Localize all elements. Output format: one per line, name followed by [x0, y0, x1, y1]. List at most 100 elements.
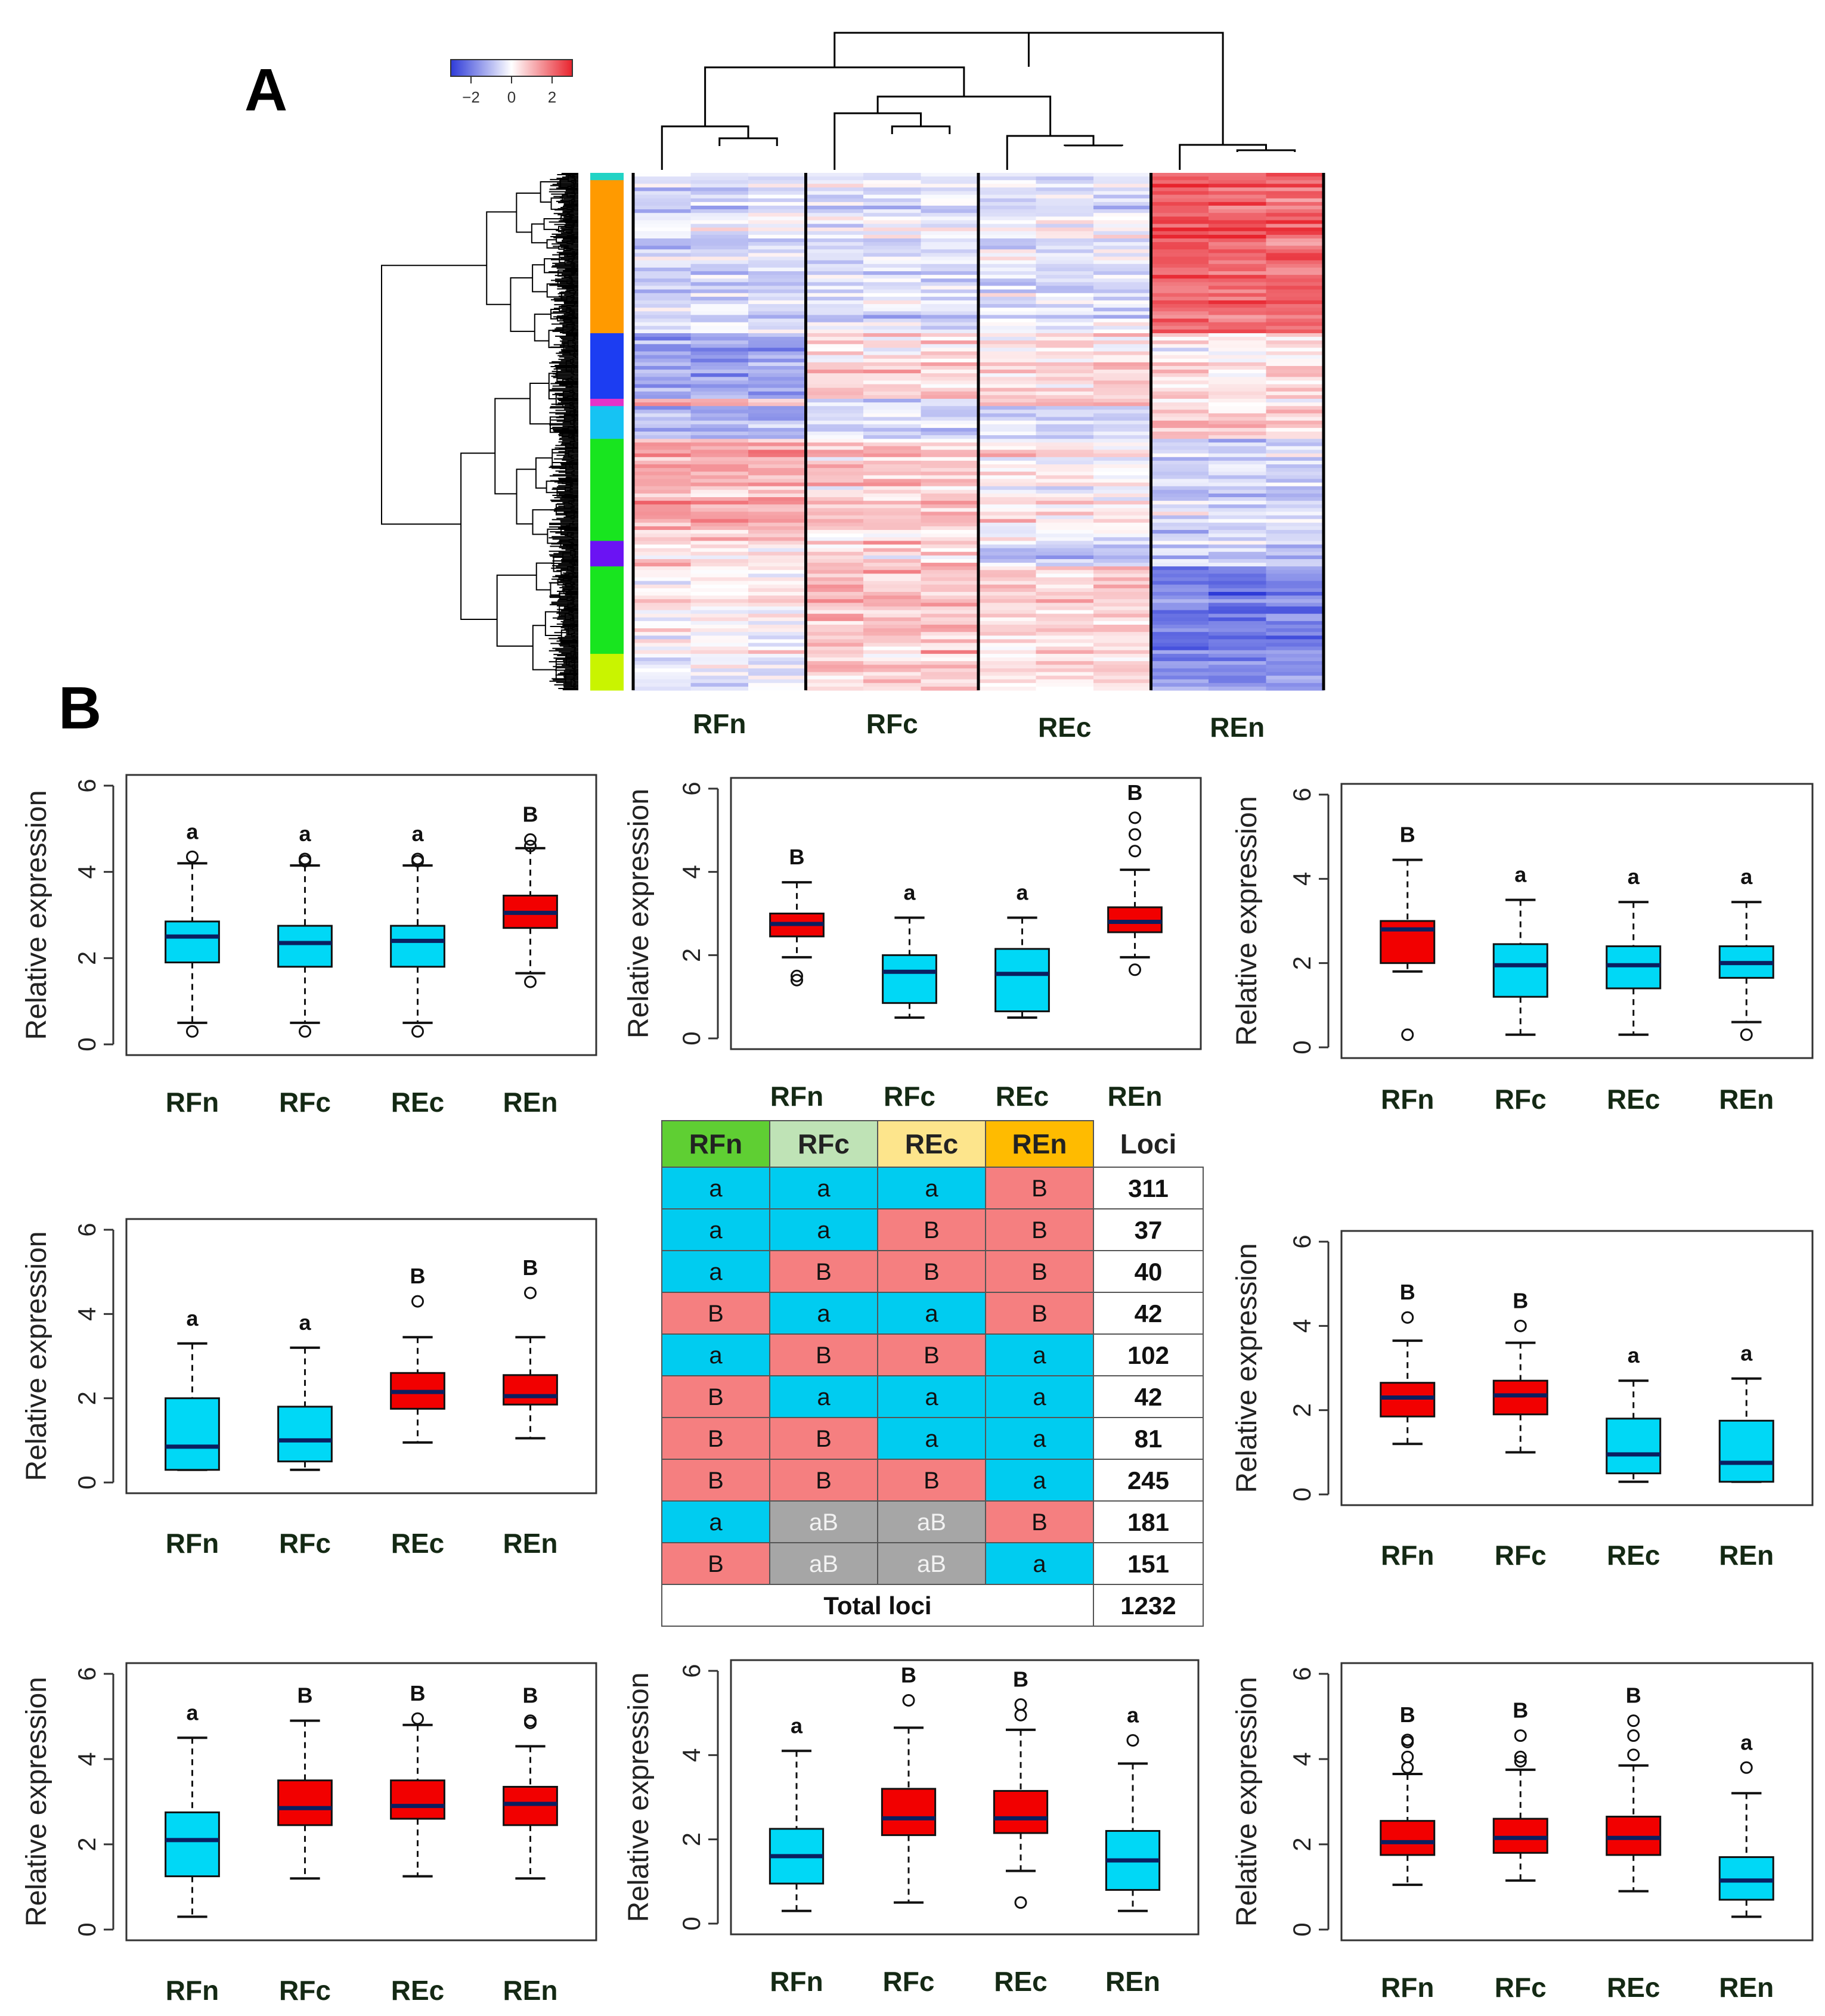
heatmap-cell [978, 296, 1037, 301]
heatmap-cell [1036, 351, 1094, 356]
heatmap-cell [633, 267, 692, 272]
heatmap-cell [748, 489, 807, 494]
heatmap-cell [690, 325, 749, 330]
heatmap-cell [633, 198, 692, 203]
heatmap-cell [1209, 653, 1267, 658]
heatmap-cell [1209, 504, 1267, 508]
heatmap-cell [1209, 377, 1267, 382]
heatmap-cell [978, 508, 1037, 513]
heatmap-cell [690, 581, 749, 585]
heatmap-cell [748, 613, 807, 618]
x-category-label: RFc [279, 1528, 331, 1559]
heatmap-cell [978, 209, 1037, 213]
heatmap-cell [805, 566, 864, 570]
heatmap-cell [1036, 263, 1094, 268]
heatmap-cell [921, 519, 979, 523]
table-cell-value: B [924, 1342, 940, 1369]
heatmap-cell [1093, 362, 1152, 367]
outlier-point [1401, 1761, 1414, 1774]
outlier-point [1014, 1708, 1027, 1722]
heatmap-cell [1093, 424, 1152, 429]
heatmap-cell [1093, 242, 1152, 246]
heatmap-cell [1151, 176, 1209, 181]
heatmap-cell [921, 573, 979, 578]
heatmap-cell [633, 653, 692, 658]
heatmap-cell [1266, 406, 1324, 410]
heatmap-cell [921, 263, 979, 268]
outlier-point [1401, 1028, 1414, 1041]
heatmap-cell [1266, 224, 1324, 228]
heatmap-cell [748, 201, 807, 206]
heatmap-cell [748, 365, 807, 370]
heatmap-cell [1266, 613, 1324, 618]
heatmap-cell [863, 464, 922, 469]
heatmap-cell [1266, 340, 1324, 345]
significance-letter: B [1013, 1667, 1028, 1692]
heatmap-cell [1266, 555, 1324, 560]
heatmap-cell [863, 329, 922, 334]
heatmap-cell [1266, 577, 1324, 582]
heatmap-cell [748, 686, 807, 691]
heatmap-cell [633, 683, 692, 687]
heatmap-cell [1036, 191, 1094, 196]
heatmap-cell [1151, 395, 1209, 399]
heatmap-cell [1093, 472, 1152, 476]
heatmap-cell [748, 271, 807, 275]
heatmap-cell [633, 639, 692, 644]
heatmap-cell [690, 293, 749, 297]
heatmap-cell [1036, 672, 1094, 677]
heatmap-cell [921, 427, 979, 432]
heatmap-cell [633, 184, 692, 188]
heatmap-cell [1151, 387, 1209, 392]
heatmap-cell [978, 325, 1037, 330]
heatmap-cell [748, 286, 807, 290]
heatmap-cell [921, 534, 979, 538]
heatmap-cell [1151, 256, 1209, 261]
table-cell-value: B [924, 1217, 940, 1243]
heatmap-cell [921, 511, 979, 516]
heatmap-cell [1209, 263, 1267, 268]
heatmap-cell [1209, 486, 1267, 491]
heatmap-cell [1266, 570, 1324, 574]
heatmap-cell [1209, 573, 1267, 578]
heatmap-cell [690, 424, 749, 429]
table-cell-value: B [708, 1551, 724, 1577]
heatmap-cell [690, 253, 749, 258]
heatmap-cell [863, 646, 922, 651]
heatmap-cell [1151, 643, 1209, 647]
outlier-point [1014, 1698, 1027, 1711]
heatmap-cell [1151, 227, 1209, 232]
heatmap-cell [1151, 639, 1209, 644]
heatmap-cell [690, 402, 749, 407]
heatmap-cell [1209, 599, 1267, 603]
box-body [390, 1779, 445, 1820]
heatmap-cell [1209, 289, 1267, 294]
heatmap-cell [921, 187, 979, 192]
heatmap-cell [921, 475, 979, 480]
heatmap-cell [690, 286, 749, 290]
heatmap-cell [921, 180, 979, 184]
heatmap-cell [978, 544, 1037, 549]
heatmap-cell [633, 519, 692, 523]
heatmap-cell [1093, 304, 1152, 308]
heatmap-cell [1266, 468, 1324, 472]
heatmap-cell [748, 289, 807, 294]
heatmap-cell [1266, 227, 1324, 232]
heatmap-cell [1266, 173, 1324, 177]
outlier-point [411, 852, 424, 866]
heatmap-cell [1093, 413, 1152, 418]
heatmap-cell [633, 581, 692, 585]
heatmap-cell [921, 315, 979, 320]
heatmap-cell [1093, 289, 1152, 294]
outlier-point [524, 839, 537, 852]
heatmap-cell [1209, 661, 1267, 665]
heatmap-cell [978, 530, 1037, 534]
heatmap-cell [1093, 358, 1152, 363]
heatmap-group-label: RFn [693, 708, 746, 739]
heatmap-cell [633, 635, 692, 640]
heatmap-cell [1036, 358, 1094, 363]
heatmap-cell [1093, 453, 1152, 458]
heatmap-cell [921, 504, 979, 508]
heatmap-cell [690, 398, 749, 403]
heatmap-cell [1266, 420, 1324, 425]
